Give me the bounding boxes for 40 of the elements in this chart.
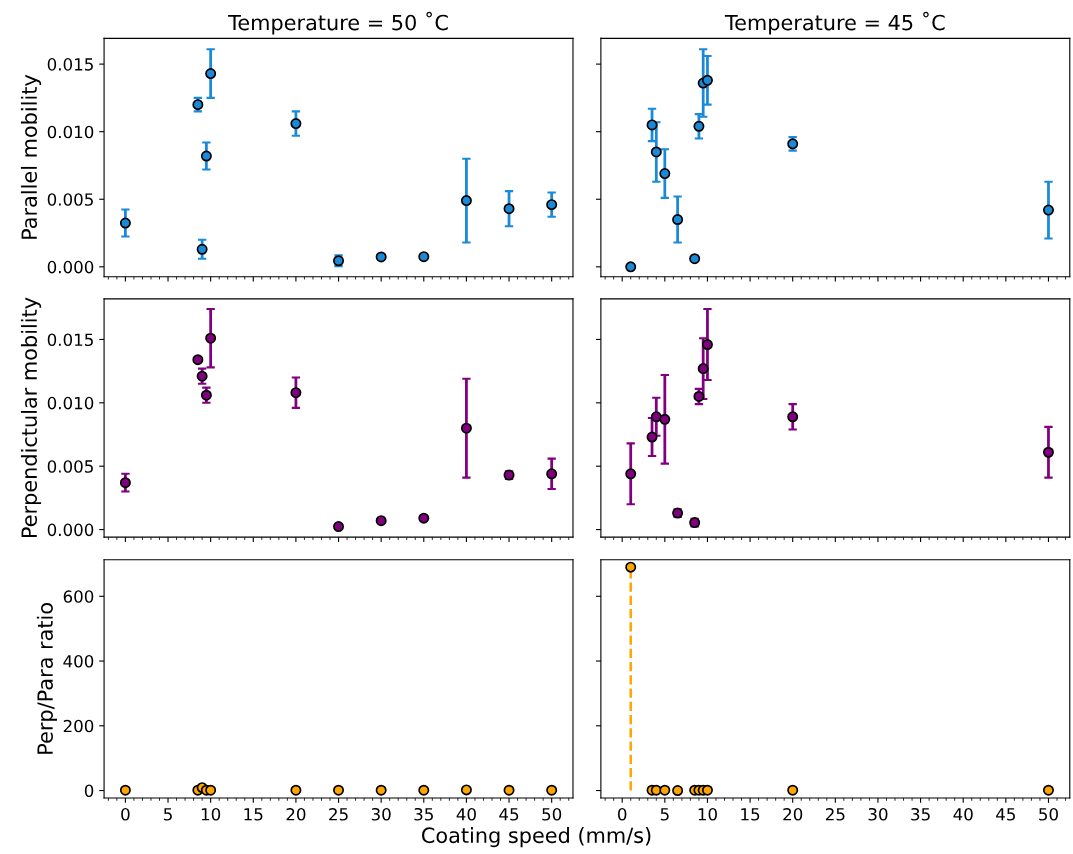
y-tick-label: 0.005	[47, 193, 93, 206]
x-tick-label: 10	[698, 807, 717, 821]
y-axis-title: Perp/Para ratio	[36, 603, 57, 754]
y-tick-label: 0.000	[47, 260, 94, 274]
x-tick-label: 0	[121, 807, 130, 821]
y-tick-label: 0.010	[47, 125, 94, 139]
x-tick-label: 45	[996, 808, 1015, 821]
y-axis-title: Parallel mobility	[20, 74, 42, 239]
y-tick-label: 0.010	[47, 396, 94, 410]
x-tick-label: 5	[660, 808, 669, 821]
x-tick-label: 45	[499, 808, 519, 821]
x-tick-label: 30	[371, 807, 391, 821]
chart-title: Temperature = 45 ˚C	[724, 11, 945, 35]
x-tick-label: 20	[286, 807, 306, 821]
y-tick-label: 0	[84, 784, 94, 798]
x-tick-label: 15	[244, 808, 263, 821]
x-tick-label: 25	[825, 807, 845, 821]
x-tick-label: 0	[617, 807, 627, 821]
y-tick-label: 0.005	[47, 460, 93, 473]
x-tick-label: 50	[542, 807, 562, 821]
x-tick-label: 30	[868, 807, 888, 821]
x-tick-label: 25	[329, 807, 348, 821]
y-tick-label: 0.015	[47, 58, 93, 71]
x-tick-label: 5	[164, 808, 172, 821]
chart-title: Temperature = 50 ˚C	[228, 11, 448, 35]
y-tick-label: 0.015	[47, 333, 93, 347]
x-axis-title: Coating speed (mm/s)	[422, 827, 651, 848]
y-tick-label: 200	[63, 719, 94, 733]
x-tick-label: 50	[1039, 807, 1058, 821]
x-tick-label: 40	[953, 807, 973, 821]
y-tick-label: 400	[63, 655, 94, 668]
x-tick-label: 40	[456, 807, 476, 821]
y-tick-label: 600	[63, 590, 94, 603]
x-tick-label: 15	[741, 808, 760, 821]
x-tick-label: 20	[783, 807, 803, 821]
x-tick-label: 35	[414, 807, 433, 821]
x-tick-label: 35	[911, 807, 930, 821]
x-tick-label: 10	[201, 807, 221, 821]
y-tick-label: 0.000	[47, 523, 94, 537]
y-axis-title: Perpendictular mobility	[20, 297, 42, 538]
